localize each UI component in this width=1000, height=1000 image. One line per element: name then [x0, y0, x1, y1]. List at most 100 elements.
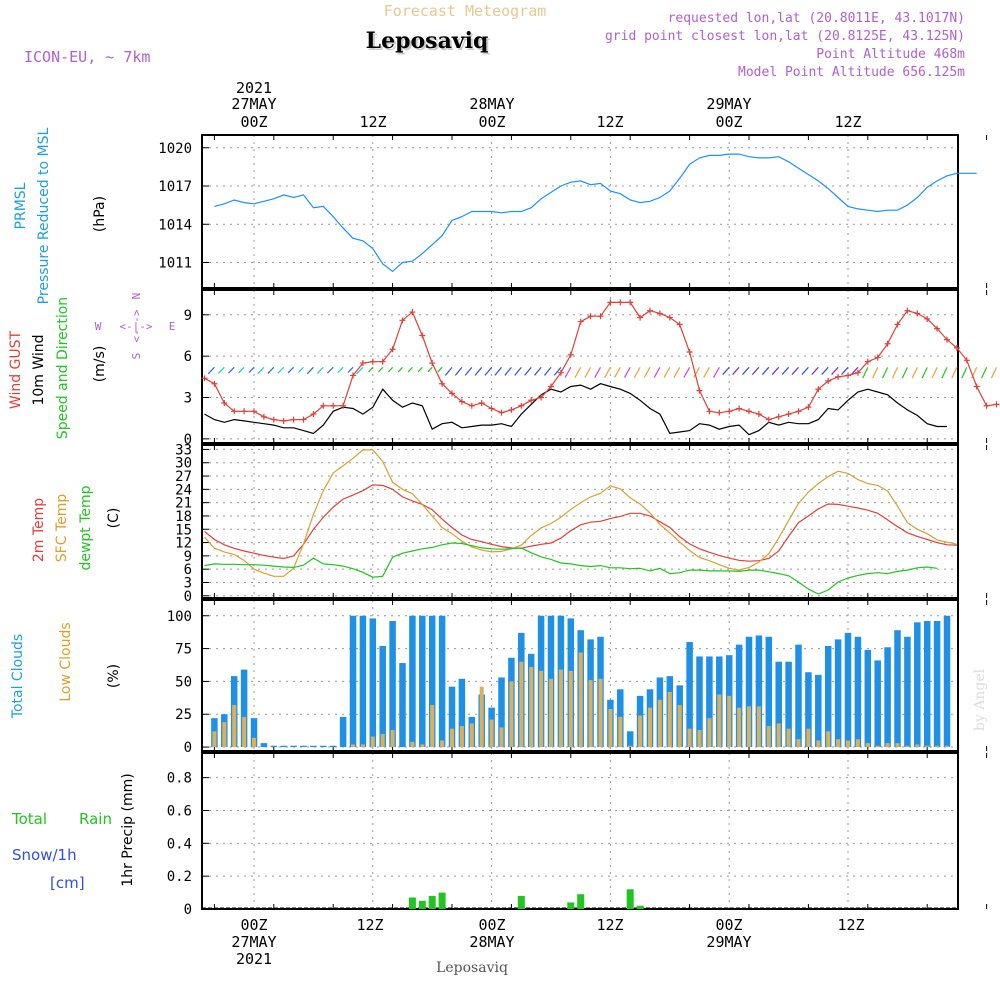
total-cloud-bar	[320, 745, 327, 748]
total-cloud-bar	[379, 645, 386, 748]
total-cloud-bar	[824, 645, 832, 748]
wind-arrow	[761, 366, 770, 375]
wind-arrow	[911, 367, 918, 379]
total-cloud-bar	[458, 678, 466, 748]
wind-gust-point	[963, 357, 970, 364]
low-cloud-bar	[905, 745, 910, 748]
model-altitude: Model Point Altitude 656.125m	[738, 65, 965, 80]
total-cloud-bar	[389, 621, 396, 748]
precip-unit-label: 1hr Precip (mm)	[120, 773, 136, 886]
bottom-time-label: 00Z	[240, 916, 267, 934]
low-cloud-bar	[707, 718, 712, 748]
wind-gust-point	[478, 400, 485, 407]
y-tick-label: 33	[175, 442, 192, 458]
low-cloud-bar	[875, 745, 880, 748]
low-cloud-bar	[380, 733, 385, 748]
wind-arrow	[862, 367, 869, 379]
low-cloud-bar	[549, 678, 553, 748]
low-cloud-bar	[509, 681, 514, 748]
wind-arrow	[693, 367, 701, 378]
wind-gust-point	[260, 413, 267, 420]
grid-point-coords: grid point closest lon,lat (20.8125E, 43…	[605, 29, 965, 44]
low-cloud-bar	[648, 707, 652, 748]
y-tick-label: 27	[175, 469, 192, 485]
y-tick-label: 25	[175, 707, 192, 723]
hpa-unit-label: (hPa)	[92, 196, 108, 232]
wind-arrow	[850, 366, 859, 375]
total-cloud-bar	[290, 745, 297, 748]
wind-arrow	[713, 367, 720, 378]
total-cloud-bar	[399, 663, 406, 748]
station-title: Leposaviq	[368, 30, 491, 56]
wind-arrow	[781, 366, 790, 375]
rain-bar	[567, 902, 575, 909]
total-cloud-bar	[626, 731, 634, 748]
panel-frame	[201, 134, 959, 289]
y-tick-label: 50	[175, 674, 192, 690]
wind-gust-point	[726, 408, 733, 415]
wind-gust-point	[785, 411, 792, 418]
bottom-date-label: 29MAY	[706, 933, 751, 951]
wind-gust-point	[716, 409, 723, 416]
wind-arrow	[407, 366, 413, 373]
y-tick-label: 6	[184, 562, 192, 578]
wind-arrow	[683, 367, 691, 378]
wind-arrow	[248, 366, 255, 373]
wind-arrow	[267, 366, 275, 374]
compass-line: <- ->	[130, 309, 143, 342]
top-year-label: 2021	[236, 79, 272, 97]
low-cloud-bar	[697, 729, 702, 748]
ms-unit-label: (m/s)	[92, 346, 108, 383]
y-tick-label: 0	[184, 432, 192, 448]
low-cloud-bar	[667, 691, 672, 748]
low-cloud-bar	[608, 708, 613, 748]
wind-arrow	[524, 366, 532, 376]
low-cloud-bar	[727, 695, 732, 748]
total-cloud-bar	[696, 656, 703, 748]
total-cloud-bar	[329, 745, 337, 748]
total-cloud-bar	[755, 635, 763, 748]
wind-gust-point	[241, 408, 248, 415]
wind-gust-point	[528, 397, 535, 404]
wind-arrow	[553, 366, 562, 376]
low-cloud-bar	[855, 739, 860, 748]
low-cloud-bar	[865, 743, 870, 748]
total-cloud-bar	[706, 656, 713, 748]
total-cloud-bar	[260, 743, 268, 748]
panel-frame	[201, 599, 959, 752]
low-cloud-bar	[747, 706, 751, 748]
wind-gust-point	[280, 417, 287, 424]
wind-gust-point	[607, 299, 614, 306]
wind-gust-point	[983, 402, 990, 409]
wind-gust-point	[696, 387, 703, 394]
wind-arrow	[327, 366, 334, 374]
wind-gust-label: Wind GUST	[8, 330, 24, 409]
sfc-temp-label: SFC Temp	[54, 494, 70, 563]
wind-arrow	[306, 366, 314, 375]
wind-gust-point	[399, 317, 406, 324]
y-tick-label: 21	[175, 496, 192, 512]
y-tick-label: 0	[184, 740, 192, 756]
wind-arrow	[891, 367, 899, 379]
wind-gust-point	[449, 390, 455, 397]
low-cloud-bar	[578, 652, 583, 748]
top-time-label: 00Z	[715, 113, 742, 131]
wind-gust-point	[508, 406, 515, 413]
low-cloud-bar	[459, 726, 464, 748]
wind-gust-point	[251, 408, 257, 415]
low-cloud-bar	[598, 678, 603, 748]
wind-arrow	[378, 366, 384, 373]
wind-arrow	[238, 366, 245, 374]
wind-arrow	[228, 366, 235, 374]
rain-bar	[577, 894, 585, 909]
wind-arrow	[207, 366, 215, 375]
wind-gust-point	[795, 408, 802, 415]
y-tick-label: 12	[175, 536, 192, 552]
wind-arrow	[277, 366, 285, 374]
wind-arrow	[663, 367, 671, 378]
total-cloud-bar	[409, 615, 416, 748]
compass-north: N	[130, 293, 143, 300]
wind-arrow	[614, 367, 621, 378]
